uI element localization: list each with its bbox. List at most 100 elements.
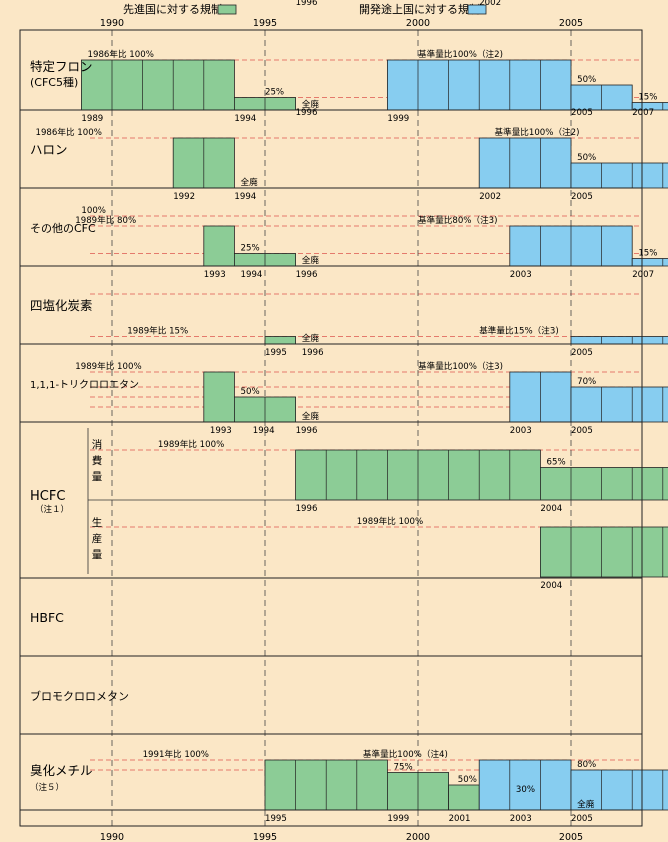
tick-top-1990: 1990 — [100, 18, 124, 29]
row-0-label-3: 基準量比100%（注2) — [418, 48, 503, 60]
tick-bottom-2005: 2005 — [559, 832, 583, 842]
row-5-consumption-developed-bar-1 — [540, 467, 668, 501]
row-4-label-1: 50% — [241, 387, 260, 397]
tick-bottom-2000: 2000 — [406, 832, 430, 842]
row-2-label-10: 2003 — [510, 270, 532, 280]
row-5-production-label-2: 2004 — [540, 581, 562, 591]
row-5-consumption-label-0: 1989年比 100% — [158, 438, 224, 450]
row-2-label-5: 15% — [638, 249, 657, 259]
row-2-label-1: 1989年比 80% — [75, 214, 136, 226]
row-8-label-3: 30% — [516, 785, 535, 795]
row-7-label-1: 2002 — [479, 0, 501, 8]
row-0-label-2: 全廃 — [302, 98, 320, 110]
row-3-developed-bar-0 — [264, 336, 297, 345]
row-3-name: 四塩化炭素 — [30, 298, 93, 313]
row-1-label-7: 2002 — [479, 192, 501, 202]
row-4-label-7: 1993 — [210, 426, 232, 436]
row-0-label-4: 50% — [577, 75, 596, 85]
row-1-developing-bar-0 — [478, 137, 572, 189]
row-8-label-10: 2001 — [449, 814, 471, 824]
row-5-note: （注１） — [35, 504, 69, 515]
row-2-label-4: 基準量比80%（注3) — [418, 214, 497, 226]
row-4-name: 1,1,1-トリクロロエタン — [30, 379, 139, 391]
row-8-note: （注５） — [30, 782, 64, 793]
row-3-label-1: 全廃 — [302, 332, 320, 344]
tick-bottom-1995: 1995 — [253, 832, 277, 842]
row-8-label-2: 50% — [458, 775, 477, 785]
row-5-production-label-0: 1989年比 100% — [357, 515, 423, 527]
row-4-label-0: 1989年比 100% — [75, 360, 141, 372]
legend-developed-swatch — [217, 4, 237, 15]
row-7-name: ブロモクロロメタン — [30, 689, 129, 703]
row-2-developed-bar-0 — [203, 225, 235, 267]
row-4-label-4: 70% — [577, 377, 596, 387]
row-3-label-6: 2005 — [571, 348, 593, 358]
row-0-label-0: 1986年比 100% — [88, 48, 154, 60]
row-4-label-3: 基準量比100%（注3) — [418, 360, 503, 372]
row-8-label-4: 基準量比100%（注4) — [363, 748, 448, 760]
row-8-label-9: 1999 — [387, 814, 409, 824]
row-3-label-4: 1995 — [265, 348, 287, 358]
row-3-label-2: 基準量比15%（注3) — [479, 325, 558, 337]
row-4-label-10: 2003 — [510, 426, 532, 436]
row-8-name: 臭化メチル — [30, 763, 93, 778]
frame — [19, 29, 643, 827]
tick-top-2005: 2005 — [559, 18, 583, 29]
row-8-label-0: 1991年比 100% — [143, 748, 209, 760]
labels: 1986年比 100%25%全廃基準量比100%（注2)50%15%全廃1989… — [30, 0, 657, 842]
row-4-label-8: 1994 — [253, 426, 275, 436]
row-8-label-8: 1995 — [265, 814, 287, 824]
row-5-sub-label-0: 費 — [92, 454, 103, 467]
row-1-label-0: 1986年比 100% — [36, 126, 102, 138]
row-0-label-9: 1996 — [296, 108, 318, 118]
tick-bottom-1990: 1990 — [100, 832, 124, 842]
row-0-label-5: 15% — [638, 93, 657, 103]
row-6-label-1: 1996 — [296, 0, 318, 8]
tick-top-2000: 2000 — [406, 18, 430, 29]
row-0-label-10: 1999 — [387, 114, 409, 124]
row-0-label-7: 1989 — [81, 114, 103, 124]
row-8-label-1: 75% — [394, 763, 413, 773]
row-3-label-0: 1989年比 15% — [127, 325, 188, 337]
row-0-developing-bar-2 — [631, 102, 668, 111]
row-4-label-11: 2005 — [571, 426, 593, 436]
row-5-consumption-label-1: 65% — [547, 458, 566, 468]
row-1-label-1: 全廃 — [241, 176, 259, 188]
row-1-label-5: 1992 — [173, 192, 195, 202]
row-5-production-developed-bar-0 — [540, 526, 668, 578]
row-5-consumption-label-8: 2004 — [540, 504, 562, 514]
row-1-developing-bar-1 — [570, 162, 668, 189]
outer-frame — [19, 29, 643, 827]
row-2-developing-bar-1 — [631, 258, 668, 267]
bars — [81, 59, 668, 811]
row-4-developing-bar-1 — [570, 386, 668, 423]
row-8-label-6: 全廃 — [577, 798, 595, 810]
row-0-label-12: 2007 — [632, 108, 654, 118]
row-4-label-2: 全廃 — [302, 410, 320, 422]
row-5-sub-label-1: 産 — [92, 532, 103, 545]
row-6-name: HBFC — [30, 610, 64, 625]
row-0-note: (CFC5種) — [30, 75, 78, 89]
row-0-name: 特定フロン — [30, 59, 93, 74]
row-4-developed-bar-0 — [203, 371, 235, 423]
row-5-sub-label-1: 生 — [92, 516, 103, 529]
legend-developing-swatch — [467, 4, 487, 15]
row-5-sub-label-0: 量 — [92, 471, 103, 483]
row-8-developing-bar-0 — [478, 759, 572, 811]
row-3-label-5: 1996 — [302, 348, 324, 358]
row-3-developing-bar-0 — [570, 336, 668, 345]
row-8-label-5: 80% — [577, 760, 596, 770]
legend-developing-label: 開発途上国に対する規制 — [359, 2, 480, 16]
row-0-developed-bar-0 — [81, 59, 235, 111]
row-2-label-11: 2007 — [632, 270, 654, 280]
row-5-name: HCFC — [30, 489, 65, 504]
row-0-label-1: 25% — [265, 88, 284, 98]
row-8-developing-bar-1 — [570, 769, 668, 811]
row-1-label-2: 基準量比100%（注2) — [495, 126, 580, 138]
row-0-label-11: 2005 — [571, 108, 593, 118]
row-1-name: ハロン — [30, 142, 68, 157]
row-5-sub-label-1: 量 — [92, 549, 103, 561]
row-1-label-6: 1994 — [234, 192, 256, 202]
row-1-label-8: 2005 — [571, 192, 593, 202]
